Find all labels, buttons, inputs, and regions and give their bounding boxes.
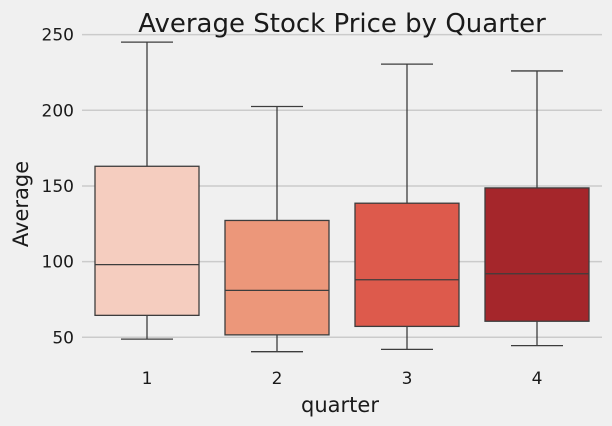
chart-title: Average Stock Price by Quarter <box>138 9 546 39</box>
x-axis-label: quarter <box>301 393 379 417</box>
box-plot-series <box>94 41 590 353</box>
iqr-box <box>94 165 200 317</box>
x-tick-label: 2 <box>272 369 283 389</box>
box-quarter-2 <box>224 105 330 353</box>
y-tick-label: 200 <box>42 101 74 121</box>
x-tick-label: 1 <box>142 369 153 389</box>
y-tick-label: 150 <box>42 177 74 197</box>
x-tick-label: 3 <box>402 369 413 389</box>
y-axis-label: Average <box>9 161 33 247</box>
y-tick-label: 50 <box>52 328 74 348</box>
y-axis-ticks: 50 100 150 200 250 <box>42 26 74 349</box>
x-tick-label: 4 <box>532 369 543 389</box>
x-axis-ticks: 1 2 3 4 <box>142 369 543 389</box>
iqr-box <box>484 187 590 322</box>
y-tick-label: 250 <box>42 26 74 46</box>
box-quarter-1 <box>94 41 200 340</box>
iqr-box <box>354 202 460 328</box>
y-tick-label: 100 <box>42 253 74 273</box>
box-quarter-4 <box>484 70 590 347</box>
box-quarter-3 <box>354 63 460 351</box>
iqr-box <box>224 219 330 336</box>
